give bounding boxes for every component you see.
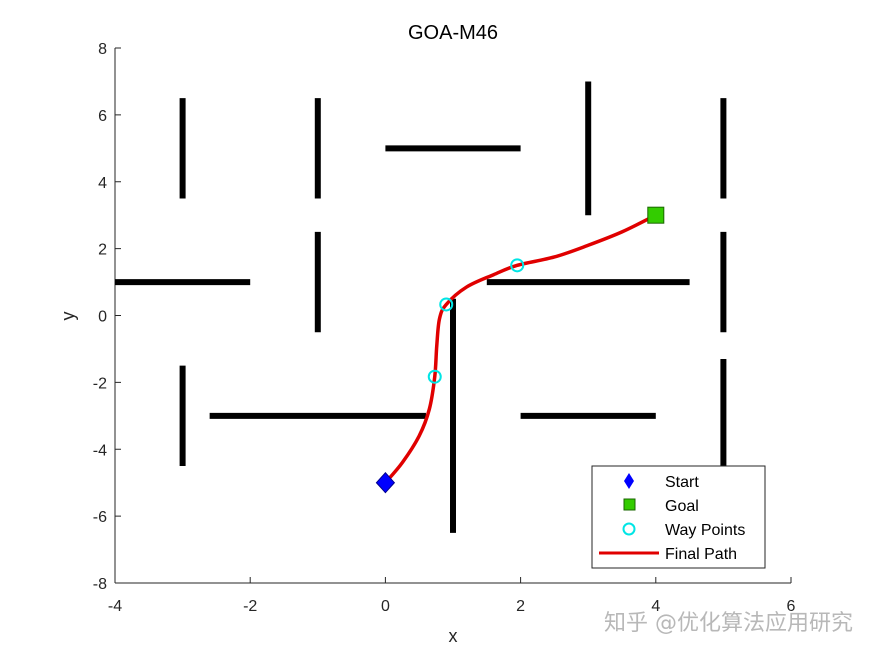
y-tick-label: -4: [93, 442, 107, 459]
x-tick-label: -2: [243, 598, 257, 615]
x-tick-label: -4: [108, 598, 122, 615]
waypoint-marker: [427, 369, 442, 384]
legend-start-label: Start: [665, 474, 699, 491]
legend-start-marker: [624, 473, 634, 489]
x-tick-label: 4: [651, 598, 660, 615]
final-path-line: [383, 213, 658, 485]
legend-goal-label: Goal: [665, 498, 699, 515]
legend-goal-marker: [623, 498, 636, 511]
y-tick-label: 8: [98, 41, 107, 58]
y-tick-label: -6: [93, 509, 107, 526]
legend: Start Goal Way Points Final Path: [591, 465, 766, 569]
waypoint-marker: [439, 297, 454, 312]
chart-title: GOA-M46: [408, 22, 498, 44]
x-tick-label: 0: [381, 598, 390, 615]
markers: [375, 206, 665, 494]
path-series: [383, 213, 658, 485]
y-tick-label: 0: [98, 309, 107, 326]
x-axis-label: x: [449, 626, 458, 646]
goal-marker: [647, 206, 665, 224]
y-axis-label: y: [58, 312, 78, 321]
y-tick-label: 6: [98, 108, 107, 125]
waypoint-marker: [510, 258, 525, 273]
legend-waypoint-marker: [622, 522, 636, 536]
tick-labels: -4 -2 0 2 4 6 -8 -6 -4 -2 0 2 4 6 8: [93, 41, 796, 615]
legend-path-label: Final Path: [665, 546, 737, 563]
y-tick-label: -2: [93, 375, 107, 392]
legend-box: [591, 465, 766, 569]
watermark: 知乎 @优化算法应用研究: [604, 611, 853, 636]
x-tick-label: 2: [516, 598, 525, 615]
legend-waypoints-label: Way Points: [665, 522, 745, 539]
y-tick-label: 4: [98, 175, 107, 192]
obstacles: [115, 81, 727, 533]
x-tick-label: 6: [787, 598, 796, 615]
start-marker: [375, 471, 396, 494]
y-tick-label: 2: [98, 242, 107, 259]
y-tick-label: -8: [93, 576, 107, 593]
